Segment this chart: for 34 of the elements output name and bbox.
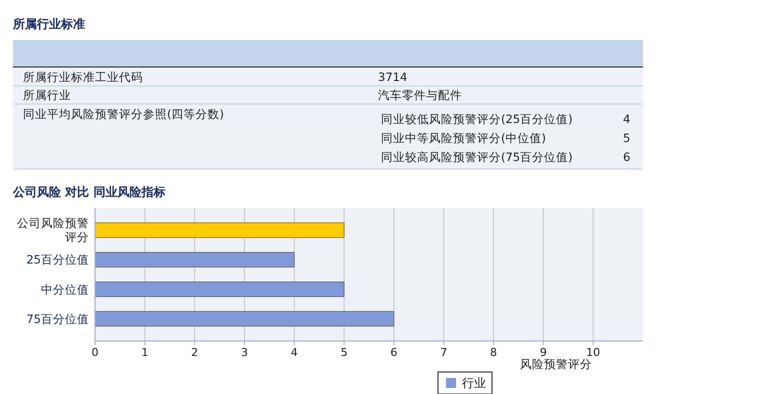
x-tick-label: 0 — [92, 346, 98, 359]
text: 汽车零件与配件 — [378, 88, 462, 102]
text: 5 — [623, 131, 630, 145]
bar — [94, 311, 394, 327]
x-tick-label: 7 — [440, 346, 448, 359]
x-axis-title: 风险预警评分 — [520, 357, 592, 371]
text: 所属行业标准 — [12, 17, 85, 31]
x-tick-label: 2 — [191, 346, 198, 359]
legend-label: 行业 — [462, 376, 486, 390]
text: 所属行业 — [23, 88, 71, 102]
bar — [94, 282, 344, 297]
bar — [94, 222, 344, 238]
text: 同业较高风险预警评分(75百分位值) — [381, 150, 573, 164]
chart-title: 公司风险 对比 同业风险指标 — [12, 185, 166, 199]
text: 3714 — [378, 70, 408, 84]
x-tick-label: 3 — [240, 346, 248, 359]
text: 所属行业标准工业代码 — [23, 70, 143, 84]
y-tick-label: 中分位值 — [41, 282, 89, 296]
x-tick-label: 4 — [290, 346, 298, 359]
text: 4 — [623, 112, 630, 126]
text: 同业较低风险预警评分(25百分位值) — [381, 112, 573, 126]
x-tick-label: 5 — [340, 346, 348, 359]
text: 同业平均风险预警评分参照(四等分数) — [23, 107, 224, 121]
x-tick-label: 8 — [490, 346, 498, 359]
text: 同业中等风险预警评分(中位值) — [381, 131, 546, 145]
x-tick-label: 9 — [540, 346, 547, 359]
text: 6 — [623, 150, 630, 164]
x-tick-label: 1 — [141, 346, 148, 359]
x-tick-label: 6 — [390, 346, 398, 359]
bar — [94, 252, 295, 268]
x-tick-label: 10 — [586, 346, 600, 359]
y-tick-label: 公司风险预警评分 — [17, 216, 89, 244]
y-tick-label: 25百分位值 — [26, 252, 89, 267]
y-tick-label: 75百分位值 — [26, 312, 89, 326]
